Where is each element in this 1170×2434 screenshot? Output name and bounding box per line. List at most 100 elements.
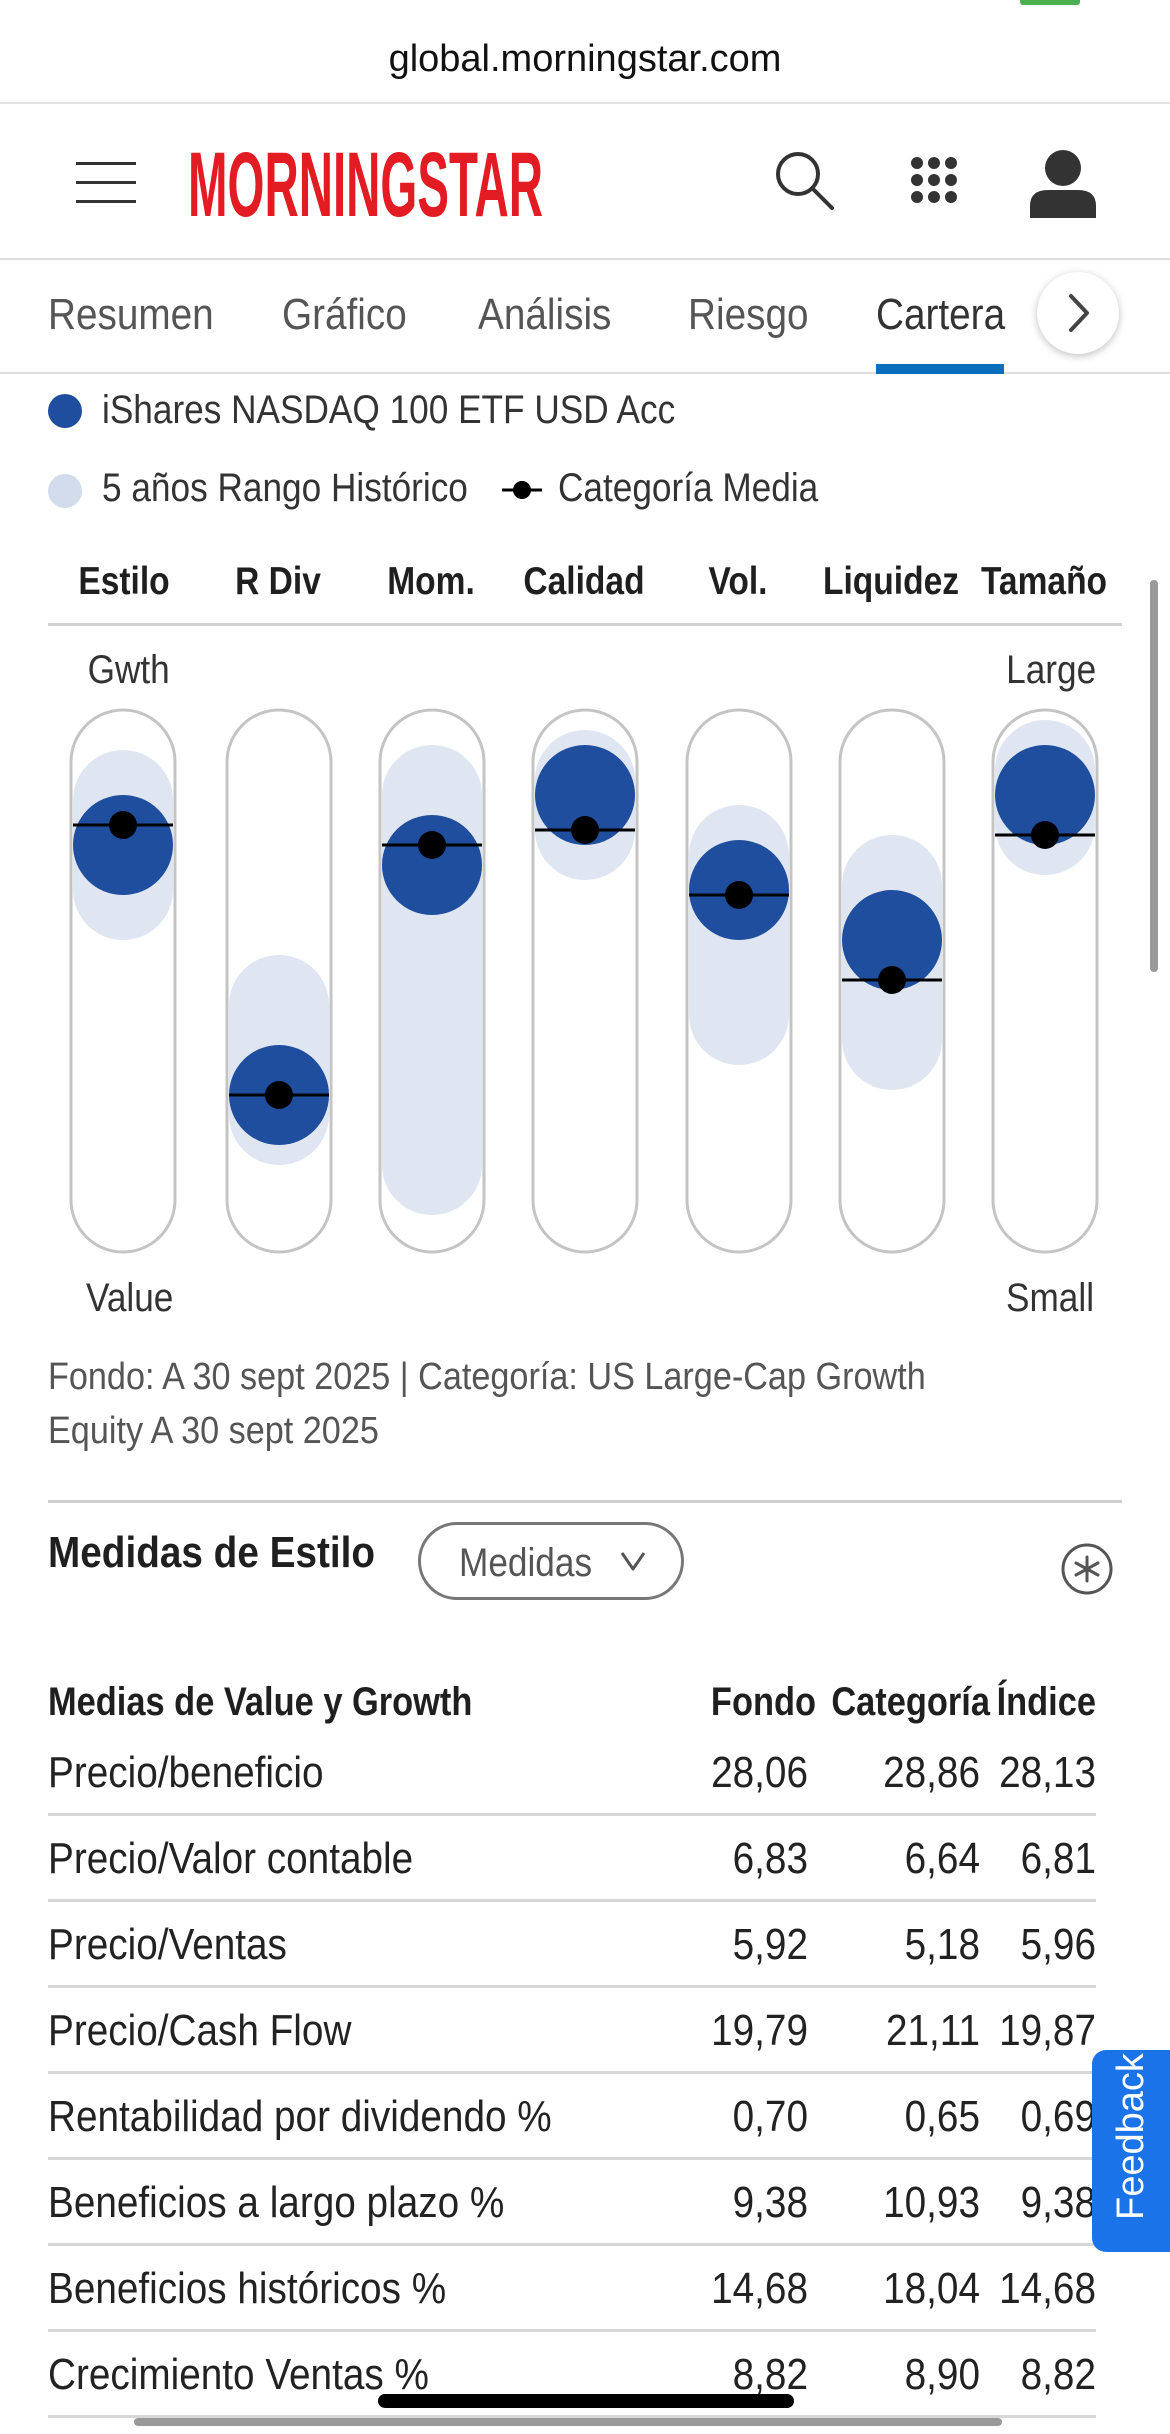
axis-top-label: Gwth [87,648,170,692]
row-label: Rentabilidad por dividendo % [48,2092,552,2141]
axis-bottom-label: Value [85,1276,174,1320]
page-load-progress [1020,0,1080,5]
row-value: 0,65 [904,2092,980,2141]
apps-grid-icon[interactable] [910,156,958,204]
tab-riesgo[interactable]: Riesgo [688,290,809,339]
row-value: 14,68 [999,2264,1096,2313]
category-mean-dot [418,831,446,859]
tab-analisis[interactable]: Análisis [478,290,612,339]
row-value: 14,68 [711,2264,808,2313]
row-value: 8,82 [1020,2350,1096,2399]
legend-range: 5 años Rango Histórico [102,466,468,510]
fund-dot [842,890,942,990]
chevron-down-icon [620,1552,646,1571]
row-value: 28,13 [999,1748,1096,1797]
column-header: Liquidez [822,560,960,603]
table-column-header: Fondo [710,1680,816,1724]
category-mean-dot [109,811,137,839]
category-mean-dot [571,816,599,844]
feedback-button[interactable]: Feedback [1092,2050,1170,2252]
vertical-scrollbar[interactable] [1150,580,1158,972]
row-value: 0,70 [732,2092,808,2141]
fund-dot [995,745,1095,845]
tab-grafico[interactable]: Gráfico [282,290,407,339]
section-title: Medidas de Estilo [48,1528,376,1577]
logo-text: MORNINGSTAR [188,140,543,226]
info-icon[interactable] [1060,1542,1114,1596]
table-row: Crecimiento Ventas % 8,82 8,90 8,82 [48,2332,1096,2418]
fund-legend-dot [48,394,82,428]
legend-category: Categoría Media [558,466,819,510]
url-text[interactable]: global.morningstar.com [388,38,782,80]
browser-address-bar[interactable]: global.morningstar.com [0,0,1170,104]
column-header: Estilo [78,560,170,603]
chart-header-divider [48,623,1122,626]
category-mean-dot [1031,821,1059,849]
row-label: Beneficios a largo plazo % [48,2178,505,2227]
row-label: Beneficios históricos % [48,2264,447,2313]
row-label: Precio/Ventas [48,1920,287,1969]
fund-dot [73,795,173,895]
row-label: Precio/Cash Flow [48,2006,352,2055]
table-row: Precio/Ventas 5,92 5,18 5,96 [48,1902,1096,1988]
row-value: 5,18 [904,1920,980,1969]
tabs-next-button[interactable] [1037,272,1119,354]
legend-fund: iShares NASDAQ 100 ETF USD Acc [102,388,676,432]
fund-dot [535,745,635,845]
row-value: 9,38 [1020,2178,1096,2227]
tab-bar: Resumen Gráfico Análisis Riesgo Cartera [0,260,1170,374]
table-title: Medias de Value y Growth [48,1680,473,1724]
style-range-chart [69,708,1099,1254]
table-column-header: Índice [996,1680,1096,1724]
row-label: Precio/beneficio [48,1748,324,1797]
site-header: MORNINGSTAR [0,104,1170,260]
row-value: 8,82 [732,2350,808,2399]
user-account-icon[interactable] [1030,148,1096,218]
row-value: 8,90 [904,2350,980,2399]
search-icon[interactable] [772,148,838,214]
row-value: 19,87 [999,2006,1096,2055]
row-value: 6,83 [732,1834,808,1883]
column-header: Vol. [708,560,768,603]
section-divider [48,1500,1122,1503]
column-header: Mom. [387,560,475,603]
table-row: Rentabilidad por dividendo % 0,70 0,65 0,69 [48,2074,1096,2160]
row-value: 5,96 [1020,1920,1096,1969]
axis-bottom-right-label: Small [1006,1276,1095,1320]
fund-dot [382,815,482,915]
row-label: Precio/Valor contable [48,1834,414,1883]
column-header: Calidad [523,560,645,603]
row-value: 28,86 [883,1748,980,1797]
tab-cartera[interactable]: Cartera [876,290,1006,339]
table-column-header: Categoría [831,1680,990,1724]
table-row: Precio/beneficio 28,06 28,86 28,13 [48,1730,1096,1816]
range-legend-dot [48,474,82,508]
row-value: 9,38 [732,2178,808,2227]
column-header: Tamaño [980,560,1108,603]
category-mean-dot [265,1081,293,1109]
morningstar-logo[interactable]: MORNINGSTAR [188,134,548,236]
row-value: 19,79 [711,2006,808,2055]
table-row: Precio/Cash Flow 19,79 21,11 19,87 [48,1988,1096,2074]
row-value: 0,69 [1020,2092,1096,2141]
row-value: 28,06 [711,1748,808,1797]
menu-icon[interactable] [76,162,136,204]
row-value: 10,93 [883,2178,980,2227]
category-mean-dot [878,966,906,994]
tab-resumen[interactable]: Resumen [48,290,214,339]
column-header: R Div [235,560,321,603]
table-row: Beneficios a largo plazo % 9,38 10,93 9,38 [48,2160,1096,2246]
table-row: Precio/Valor contable 6,83 6,64 6,81 [48,1816,1096,1902]
category-mean-dot [725,881,753,909]
row-value: 6,64 [904,1834,980,1883]
horizontal-scrollbar[interactable] [134,2418,1002,2426]
chart-footnote: Fondo: A 30 sept 2025 | Categoría: US La… [48,1356,926,1452]
feedback-label: Feedback [1110,2053,1152,2220]
row-value: 5,92 [732,1920,808,1969]
chevron-right-icon [1069,294,1089,332]
row-value: 18,04 [883,2264,980,2313]
measures-dropdown[interactable]: Medidas [418,1522,684,1600]
axis-top-right-label: Large [1006,648,1097,692]
active-tab-indicator [876,364,1004,374]
dropdown-label: Medidas [459,1541,593,1585]
